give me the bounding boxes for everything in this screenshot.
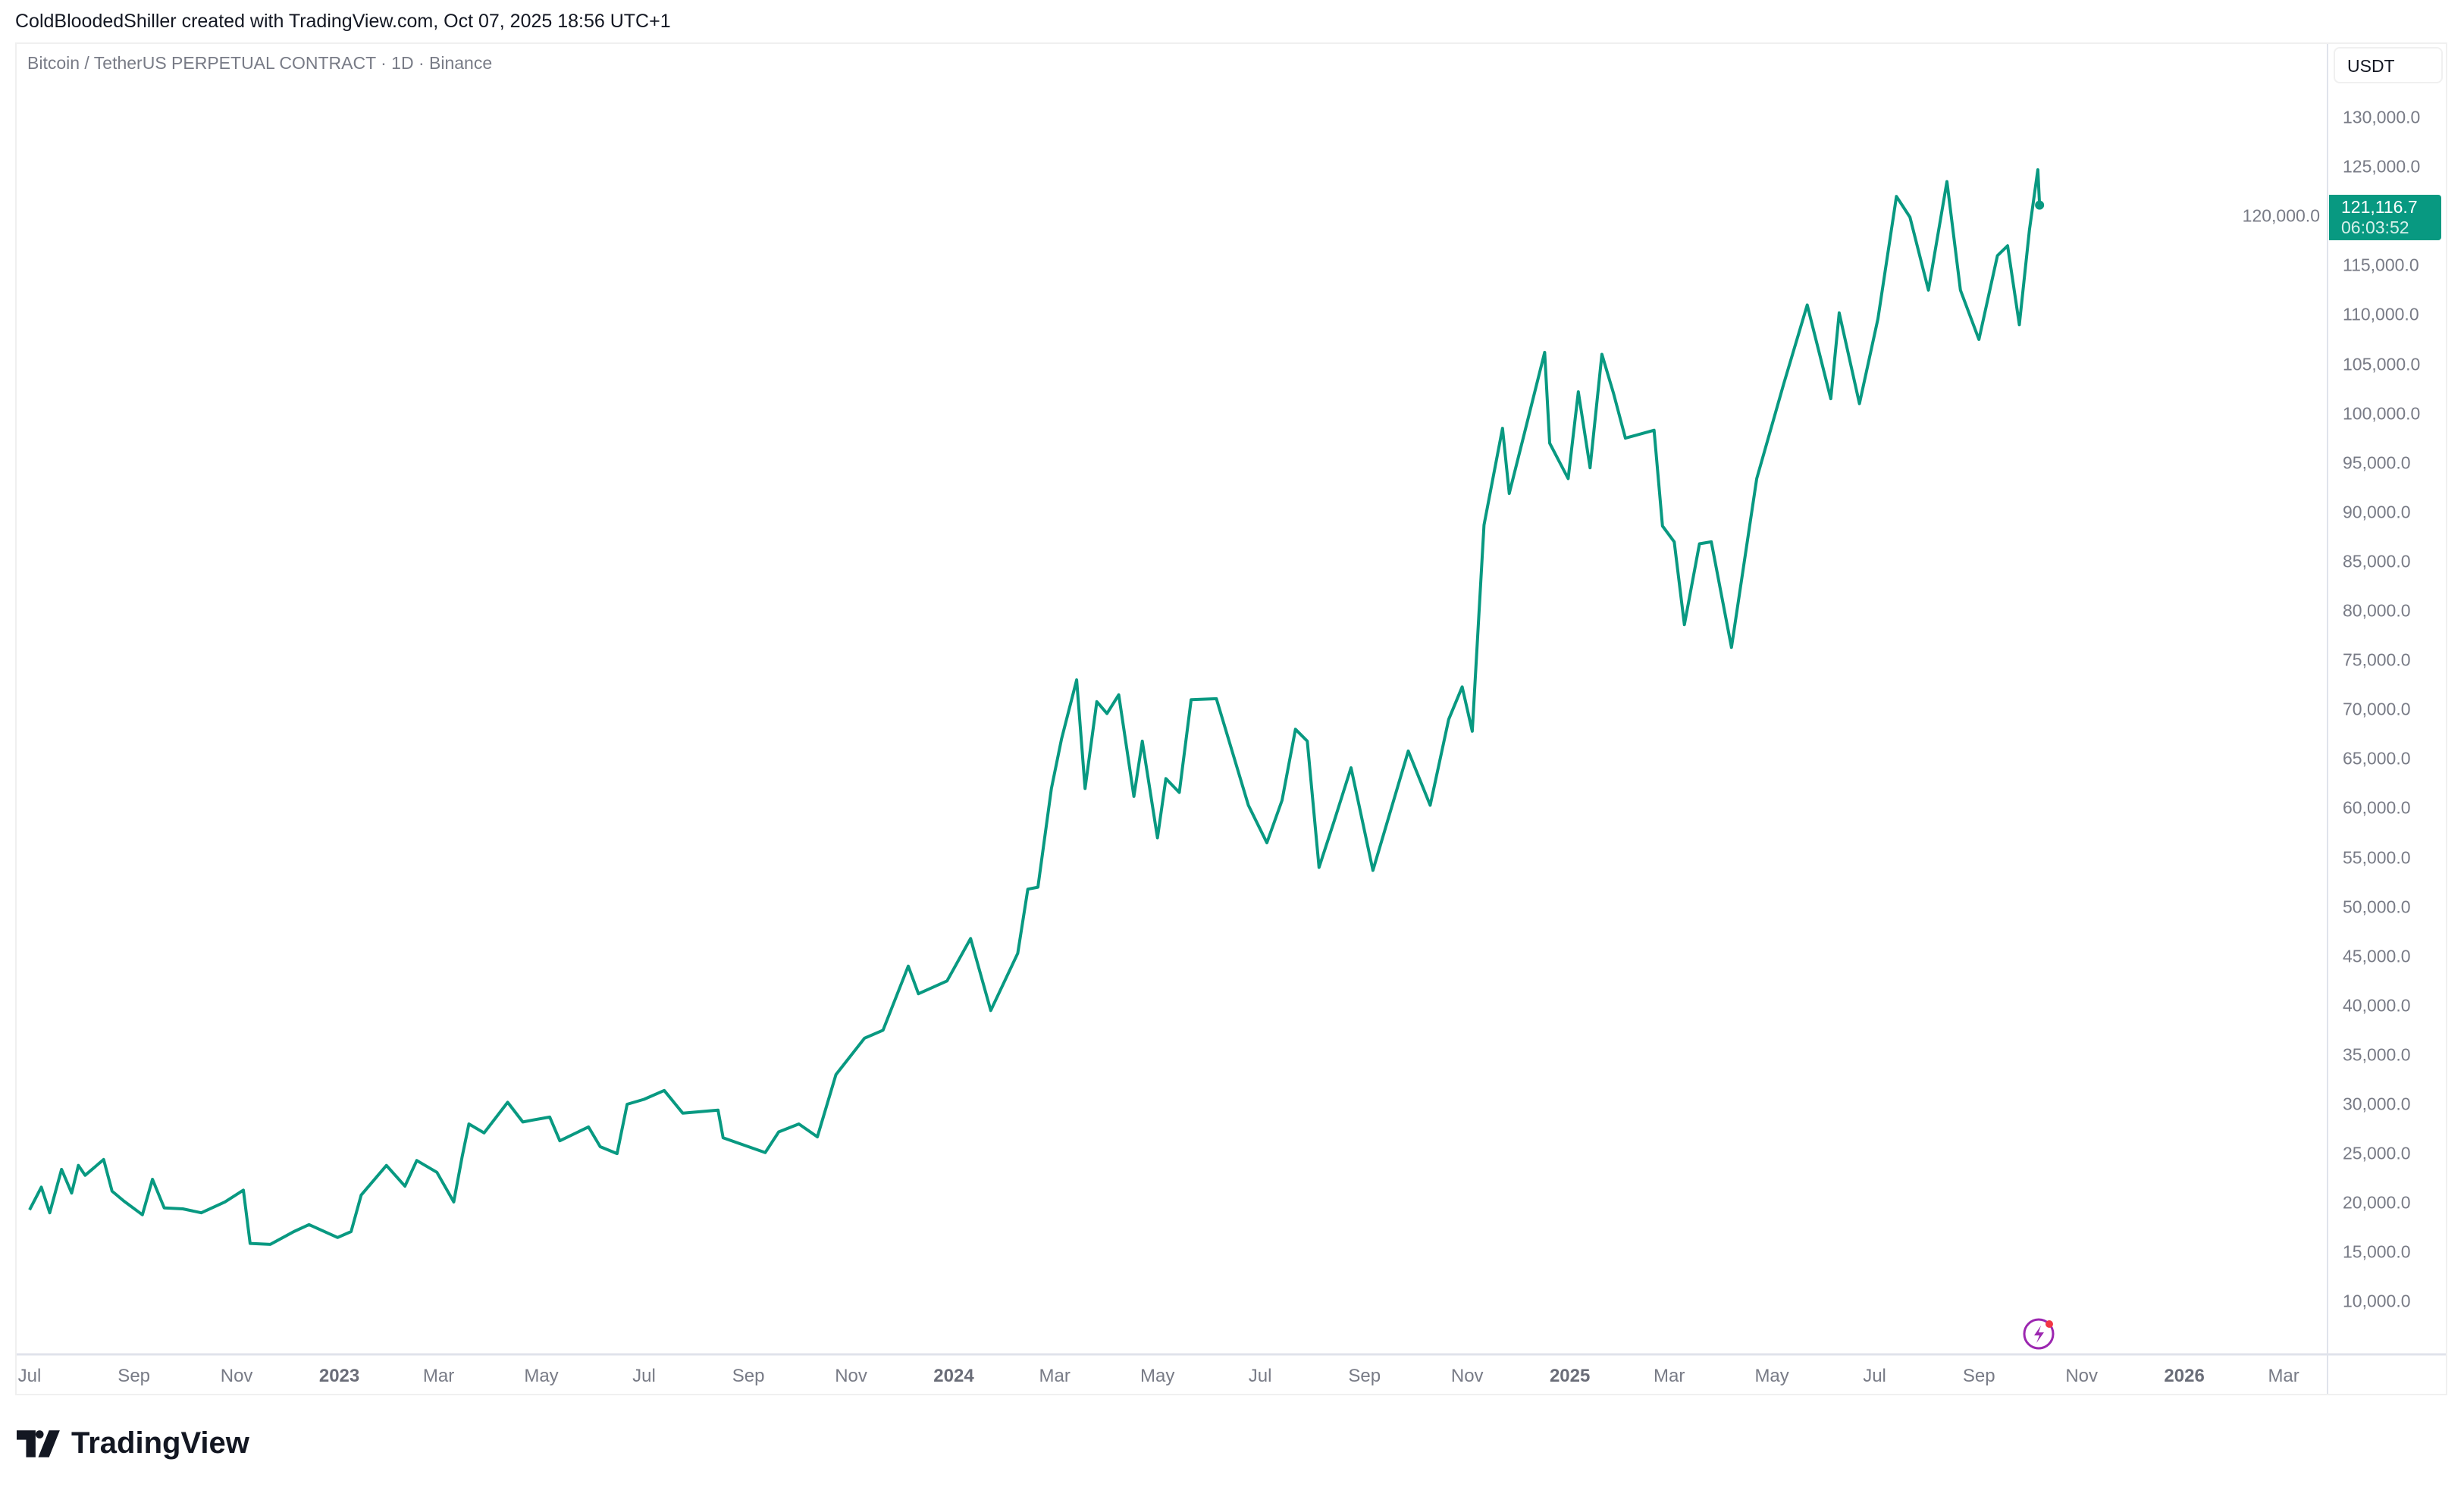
tradingview-logo-icon <box>17 1429 60 1457</box>
time-tick-label: May <box>1140 1366 1175 1386</box>
symbol-title: Bitcoin / TetherUS PERPETUAL CONTRACT · … <box>27 53 493 73</box>
price-tick-label: 105,000.0 <box>2343 354 2421 374</box>
price-tick-label: 50,000.0 <box>2343 897 2411 917</box>
event-icon[interactable] <box>2023 1318 2055 1350</box>
price-tick-label: 120,000.0 <box>2242 205 2320 226</box>
price-tick-label: 35,000.0 <box>2343 1044 2411 1065</box>
price-tick-label: 95,000.0 <box>2343 452 2411 473</box>
price-tick-label: 30,000.0 <box>2343 1094 2411 1114</box>
time-tick-label: Jul <box>1248 1366 1272 1386</box>
chart-credit: ColdBloodedShiller created with TradingV… <box>15 11 671 32</box>
time-tick-label: 2025 <box>1549 1366 1591 1386</box>
time-tick-label: Sep <box>1348 1366 1381 1386</box>
price-tick-label: 15,000.0 <box>2343 1241 2411 1262</box>
price-tick-label: 55,000.0 <box>2343 847 2411 867</box>
last-price-dot <box>2035 200 2045 210</box>
price-tick-label: 110,000.0 <box>2343 304 2419 324</box>
price-tick-label: 70,000.0 <box>2343 699 2411 719</box>
time-tick-label: 2023 <box>318 1366 360 1386</box>
time-tick-label: Mar <box>1653 1366 1685 1386</box>
price-tick-label: 115,000.0 <box>2343 255 2419 275</box>
time-tick-label: Jul <box>1863 1366 1886 1386</box>
time-tick-label: Sep <box>1962 1366 1995 1386</box>
price-tick-label: 20,000.0 <box>2343 1192 2411 1213</box>
last-price-label: 121,116.7 06:03:52 <box>2329 195 2441 240</box>
price-tick-label: 25,000.0 <box>2343 1143 2411 1163</box>
time-tick-label: Jul <box>632 1366 656 1386</box>
time-tick-label: Mar <box>1039 1366 1071 1386</box>
price-line <box>28 168 2042 1246</box>
price-tick-label: 80,000.0 <box>2343 600 2411 621</box>
currency-button[interactable]: USDT <box>2334 47 2443 83</box>
time-tick-label: Nov <box>2065 1366 2098 1386</box>
time-tick-label: Nov <box>835 1366 867 1386</box>
price-tick-label: 45,000.0 <box>2343 946 2411 966</box>
bar-countdown: 06:03:52 <box>2341 218 2409 237</box>
price-tick-label: 85,000.0 <box>2343 551 2411 571</box>
price-tick-label: 130,000.0 <box>2343 107 2421 127</box>
price-tick-label: 65,000.0 <box>2343 748 2411 769</box>
time-tick-label: Nov <box>1450 1366 1484 1386</box>
time-tick-label: Mar <box>2268 1366 2299 1386</box>
price-tick-label: 100,000.0 <box>2343 403 2421 424</box>
price-tick-label: 90,000.0 <box>2343 502 2411 522</box>
price-tick-label: 60,000.0 <box>2343 797 2411 818</box>
logo-text: TradingView <box>71 1426 249 1460</box>
time-tick-label: Jul <box>17 1366 42 1386</box>
time-tick-label: Nov <box>220 1366 253 1386</box>
time-tick-label: 2026 <box>2164 1366 2205 1386</box>
time-tick-label: 2024 <box>933 1366 974 1386</box>
price-tick-label: 125,000.0 <box>2343 156 2421 177</box>
chart-pane[interactable] <box>15 42 2447 1395</box>
time-tick-label: May <box>524 1366 559 1386</box>
time-tick-label: Sep <box>732 1366 765 1386</box>
last-price-value: 121,116.7 <box>2341 197 2418 217</box>
time-tick-label: Mar <box>422 1366 455 1386</box>
price-tick-label: 75,000.0 <box>2343 650 2411 670</box>
time-tick-label: May <box>1754 1366 1789 1386</box>
tradingview-logo[interactable]: TradingView <box>17 1426 249 1460</box>
price-tick-label: 40,000.0 <box>2343 995 2411 1016</box>
time-tick-label: Sep <box>118 1366 151 1386</box>
price-tick-label: 10,000.0 <box>2343 1291 2411 1311</box>
